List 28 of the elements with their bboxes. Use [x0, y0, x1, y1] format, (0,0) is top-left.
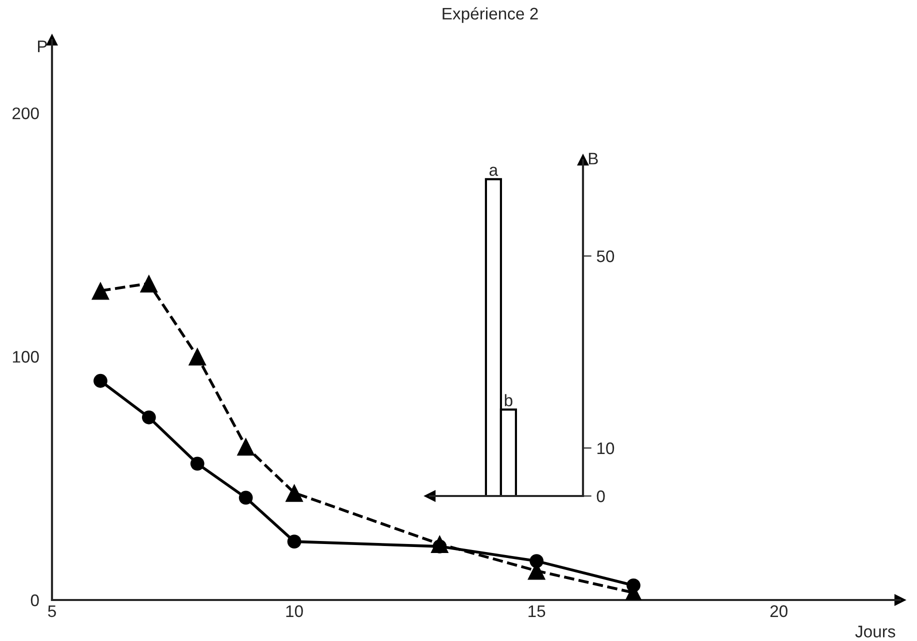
- x-tick-label: b: [504, 394, 512, 406]
- y-axis-title: B: [588, 152, 598, 164]
- point: [238, 490, 253, 505]
- point: [285, 484, 304, 502]
- point: [142, 410, 156, 424]
- x-tick-label: a: [490, 166, 498, 176]
- y-tick-label: 0: [596, 490, 605, 502]
- x-axis-title: Jours: [855, 626, 896, 638]
- point: [140, 274, 158, 293]
- point: [190, 456, 204, 471]
- x-tick-label: 10: [286, 605, 303, 618]
- point: [94, 374, 108, 388]
- y-tick-label: 100: [12, 350, 39, 363]
- point: [530, 554, 544, 568]
- point: [287, 534, 302, 549]
- point: [626, 578, 640, 592]
- point: [91, 282, 110, 300]
- x-tick-label: 20: [770, 605, 788, 618]
- point: [236, 438, 255, 456]
- y-axis-title: P: [38, 40, 47, 52]
- y-tick-label: 200: [12, 107, 39, 120]
- y-tick-label: 10: [597, 442, 614, 454]
- point: [188, 347, 206, 366]
- x-tick-label: 15: [528, 605, 546, 618]
- x-tick-label: 5: [48, 605, 56, 618]
- y-tick-label: 50: [596, 250, 614, 262]
- chart-title: Expérience 2: [442, 7, 538, 23]
- y-tick-label: 0: [30, 594, 39, 606]
